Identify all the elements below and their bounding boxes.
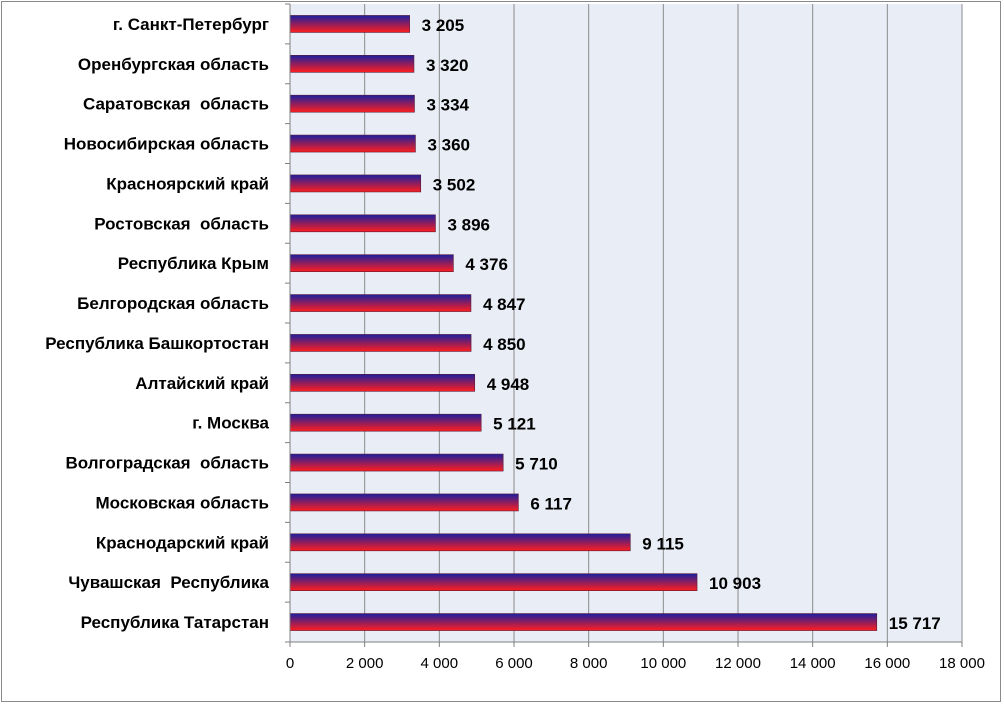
category-labels: г. Санкт-Петербург Оренбургская область Са… — [45, 15, 269, 632]
x-tick-label: 18 000 — [939, 655, 985, 672]
category-label: Московская область — [96, 493, 269, 512]
bar — [289, 134, 416, 153]
category-label: г. Москва — [192, 414, 269, 433]
category-label: г. Санкт-Петербург — [113, 15, 269, 34]
bar — [289, 413, 482, 432]
data-label: 3 360 — [427, 136, 470, 155]
x-tick-label: 14 000 — [790, 655, 836, 672]
x-tick-label: 6 000 — [495, 655, 533, 672]
data-label: 3 896 — [447, 215, 490, 234]
data-label: 5 121 — [493, 415, 536, 434]
x-tick-label: 2 000 — [346, 655, 384, 672]
x-tick-labels: 0 2 000 4 000 6 000 8 000 10 000 12 000 14 000 1… — [286, 655, 985, 672]
category-label: Красноярский край — [106, 174, 269, 193]
value-labels: 3 205 3 320 3 334 3 360 3 502 3 896 4 376 4 847… — [422, 16, 941, 633]
x-tick-label: 10 000 — [640, 655, 686, 672]
data-label: 10 903 — [709, 574, 761, 593]
bar — [289, 334, 472, 352]
data-label: 5 710 — [515, 455, 558, 474]
bar — [289, 533, 631, 552]
bar — [289, 174, 422, 193]
x-tick-label: 4 000 — [421, 655, 459, 672]
category-label: Республика Татарстан — [81, 613, 269, 632]
x-tick-label: 12 000 — [715, 655, 761, 672]
data-label: 6 117 — [530, 494, 572, 513]
data-label: 4 948 — [487, 375, 530, 394]
data-label: 3 502 — [433, 175, 476, 194]
bar — [289, 55, 415, 73]
category-label: Новосибирская область — [64, 135, 269, 154]
data-label: 15 717 — [889, 614, 941, 633]
axes — [285, 3, 963, 647]
bar — [289, 294, 472, 312]
data-label: 4 376 — [465, 255, 508, 274]
bar — [289, 15, 410, 33]
data-label: 3 334 — [426, 96, 469, 115]
bar — [289, 493, 519, 512]
category-label: Оренбургская область — [78, 55, 269, 74]
bar — [289, 573, 698, 591]
category-label: Республика Крым — [118, 254, 269, 273]
data-label: 4 847 — [483, 295, 526, 314]
category-label: Алтайский край — [135, 374, 269, 393]
category-label: Саратовская область — [83, 95, 269, 114]
bar — [289, 94, 415, 113]
bar — [289, 214, 436, 233]
data-label: 3 320 — [426, 56, 469, 75]
x-tick-label: 8 000 — [570, 655, 608, 672]
bars — [289, 15, 878, 631]
category-label: Республика Башкортостан — [45, 334, 269, 353]
data-label: 4 850 — [483, 335, 526, 354]
category-label: Ростовская область — [94, 214, 269, 233]
bar — [289, 613, 878, 631]
category-label: Волгоградская область — [66, 454, 270, 473]
data-label: 3 205 — [422, 16, 465, 35]
x-tick-label: 0 — [286, 655, 294, 672]
bar — [289, 254, 454, 272]
data-label: 9 115 — [642, 534, 684, 553]
category-label: Чувашская Республика — [68, 573, 269, 592]
x-tick-label: 16 000 — [864, 655, 910, 672]
category-label: Краснодарский край — [96, 533, 269, 552]
category-label: Белгородская область — [77, 294, 269, 313]
bar — [289, 374, 476, 392]
bar — [289, 453, 504, 472]
